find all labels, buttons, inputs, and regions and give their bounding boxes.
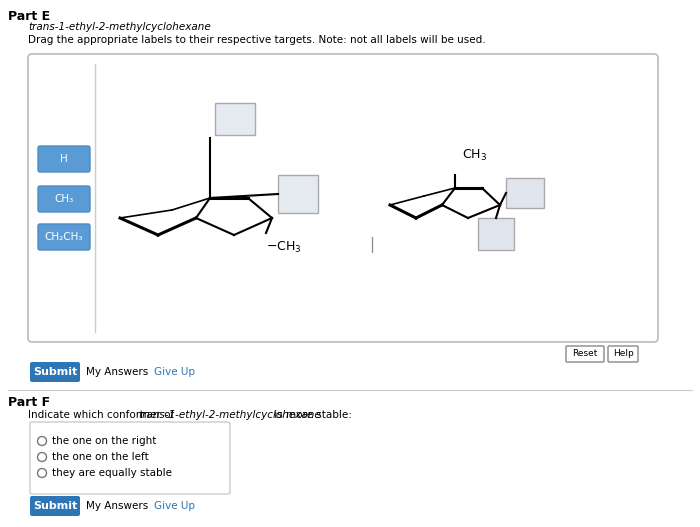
Text: My Answers: My Answers <box>86 501 148 511</box>
FancyBboxPatch shape <box>30 362 80 382</box>
Bar <box>215 103 255 135</box>
FancyBboxPatch shape <box>38 146 90 172</box>
Text: Reset: Reset <box>573 349 598 358</box>
Bar <box>506 178 544 208</box>
Text: the one on the left: the one on the left <box>52 452 148 462</box>
Bar <box>478 218 514 250</box>
Text: Drag the appropriate labels to their respective targets. Note: not all labels wi: Drag the appropriate labels to their res… <box>28 35 486 45</box>
FancyBboxPatch shape <box>28 54 658 342</box>
FancyBboxPatch shape <box>38 186 90 212</box>
Text: $\mathregular{CH_3}$: $\mathregular{CH_3}$ <box>462 148 487 163</box>
Text: Part E: Part E <box>8 10 50 23</box>
Text: is more stable:: is more stable: <box>271 410 351 420</box>
Text: CH₂CH₃: CH₂CH₃ <box>45 232 83 242</box>
Text: they are equally stable: they are equally stable <box>52 468 172 478</box>
FancyBboxPatch shape <box>30 422 230 494</box>
Text: CH₃: CH₃ <box>55 194 74 204</box>
Text: trans-1-ethyl-2-methylcyclohexane: trans-1-ethyl-2-methylcyclohexane <box>28 22 211 32</box>
Text: |: | <box>370 237 374 253</box>
Text: Indicate which conformer of: Indicate which conformer of <box>28 410 178 420</box>
Text: $\mathregular{-CH_3}$: $\mathregular{-CH_3}$ <box>266 240 302 255</box>
Text: Submit: Submit <box>33 367 77 377</box>
Text: trans-1-ethyl-2-methylcyclohexane: trans-1-ethyl-2-methylcyclohexane <box>139 410 321 420</box>
Text: Help: Help <box>612 349 634 358</box>
FancyBboxPatch shape <box>30 496 80 516</box>
Text: Part F: Part F <box>8 396 50 409</box>
Text: Give Up: Give Up <box>154 367 195 377</box>
Text: Give Up: Give Up <box>154 501 195 511</box>
Circle shape <box>38 469 46 477</box>
Bar <box>278 175 318 213</box>
Circle shape <box>38 453 46 462</box>
Circle shape <box>38 436 46 445</box>
Text: Submit: Submit <box>33 501 77 511</box>
FancyBboxPatch shape <box>38 224 90 250</box>
FancyBboxPatch shape <box>566 346 604 362</box>
FancyBboxPatch shape <box>608 346 638 362</box>
Text: My Answers: My Answers <box>86 367 148 377</box>
Text: H: H <box>60 154 68 164</box>
Text: the one on the right: the one on the right <box>52 436 156 446</box>
